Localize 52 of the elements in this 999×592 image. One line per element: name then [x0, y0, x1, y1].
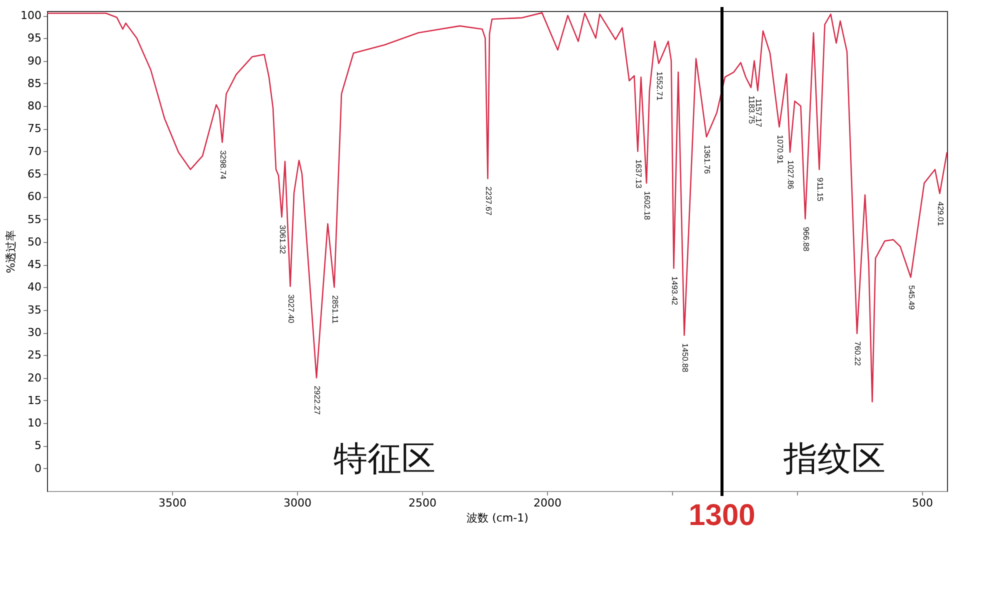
y-tick-label: 50 [28, 235, 42, 248]
annotation: 1637.13 [634, 159, 643, 189]
x-tick-label: 2500 [408, 496, 436, 510]
y-tick-label: 80 [28, 100, 42, 113]
y-tick-label: 90 [28, 54, 42, 68]
annotation: 1493.42 [670, 276, 679, 306]
annotation: 1070.91 [775, 134, 784, 164]
y-tick-label: 75 [28, 122, 42, 136]
y-tick-label: 85 [28, 76, 42, 90]
annotation: 3027.40 [286, 294, 296, 324]
annotation: 1602.18 [642, 191, 652, 221]
annotation: 1183.75 [747, 96, 756, 124]
x-tick-label: 500 [912, 496, 933, 510]
annotation: 2237.67 [484, 186, 493, 216]
y-tick-label: 15 [28, 394, 42, 407]
annotation: 429.01 [936, 201, 945, 227]
annotation: 911.15 [815, 177, 824, 202]
annotation: 2851.11 [330, 295, 340, 324]
y-tick-label: 65 [28, 168, 42, 181]
annotation: 1450.88 [680, 343, 690, 373]
y-tick-label: 45 [28, 258, 42, 272]
y-tick-label: 55 [28, 212, 42, 226]
y-tick-label: 10 [28, 416, 42, 430]
annotation: 966.88 [801, 226, 810, 252]
x-axis-title: 波数 (cm-1) [466, 512, 528, 524]
y-tick-label: 35 [28, 303, 42, 316]
y-tick-label: 100 [20, 9, 42, 22]
annotation: 1157.17 [754, 98, 763, 128]
annotation: 2922.27 [312, 386, 322, 416]
y-tick-label: 40 [28, 280, 42, 294]
annotation: 1027.86 [786, 160, 795, 190]
ref-line-label: 1300 [688, 499, 756, 532]
y-tick-label: 25 [28, 348, 42, 362]
annotation: 760.22 [853, 341, 862, 366]
annotation: 1361.76 [702, 144, 712, 174]
y-tick-label: 60 [28, 190, 42, 204]
annotation: 3298.74 [218, 150, 228, 180]
x-tick-label: 3500 [158, 496, 186, 510]
y-axis-title: %透过率 [4, 230, 18, 274]
annotation: 特征区 [334, 439, 436, 479]
annotation: 指纹区 [782, 439, 886, 479]
y-tick-label: 20 [28, 371, 42, 384]
annotation: 545.49 [906, 285, 916, 310]
x-tick-label: 3000 [284, 496, 312, 510]
y-tick-label: 5 [34, 439, 42, 452]
annotation: 3061.32 [278, 225, 287, 255]
y-tick-label: 95 [28, 32, 42, 45]
x-tick-label: 2000 [534, 496, 562, 510]
annotation: 1552.71 [654, 72, 664, 101]
y-tick-label: 0 [34, 462, 42, 475]
y-tick-label: 70 [28, 144, 42, 158]
y-tick-label: 30 [28, 326, 42, 340]
